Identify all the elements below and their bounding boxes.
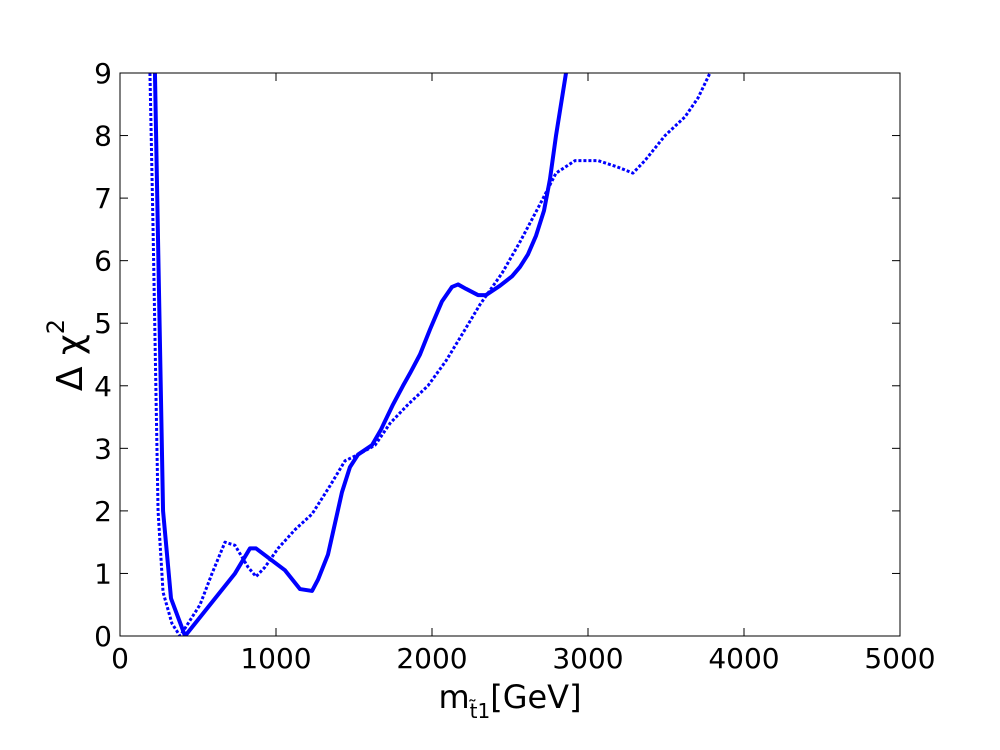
x-tick-label: 1000 [240, 642, 311, 675]
x-tick-label: 0 [111, 642, 129, 675]
y-tick-label: 5 [94, 307, 112, 340]
x-label-unit: [GeV] [490, 678, 581, 716]
x-axis-label: mt̃1[GeV] [438, 678, 581, 723]
series-line [148, 73, 712, 636]
y-tick-label: 3 [94, 432, 112, 465]
y-tick-label: 0 [94, 620, 112, 653]
y-tick-label: 2 [94, 495, 112, 528]
y-axis-label: Δ χ2 [42, 319, 91, 391]
series-line [152, 73, 568, 636]
x-label-sub: t̃1 [468, 699, 490, 723]
y-tick-label: 1 [94, 557, 112, 590]
y-tick-label: 9 [94, 57, 112, 90]
x-tick-label: 3000 [552, 642, 623, 675]
y-label-main: Δ χ [50, 334, 91, 391]
y-tick-label: 8 [94, 120, 112, 153]
plot-area [148, 73, 712, 636]
y-label-sup: 2 [42, 319, 70, 334]
x-tick-label: 4000 [708, 642, 779, 675]
y-tick-label: 7 [94, 182, 112, 215]
y-tick-label: 6 [94, 245, 112, 278]
plot-frame [119, 72, 901, 637]
x-tick-label: 2000 [396, 642, 467, 675]
x-tick-label: 5000 [864, 642, 935, 675]
y-tick-label: 4 [94, 370, 112, 403]
x-label-main: m [438, 678, 469, 716]
